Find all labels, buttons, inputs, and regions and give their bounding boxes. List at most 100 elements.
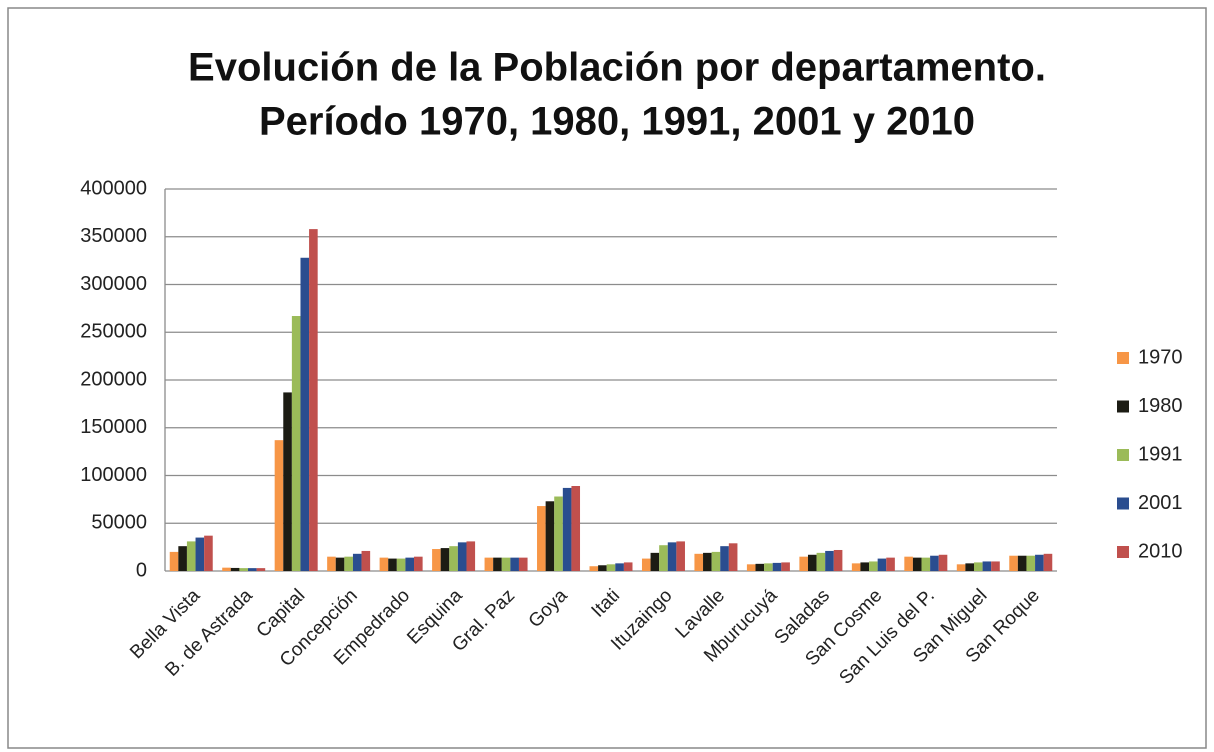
bar xyxy=(956,564,966,571)
legend-label: 2010 xyxy=(1138,540,1183,562)
bar xyxy=(396,558,406,571)
bar xyxy=(274,440,284,571)
bar xyxy=(938,554,948,571)
chart-title: Período 1970, 1980, 1991, 2001 y 2010 xyxy=(259,100,975,144)
bar xyxy=(807,554,817,571)
bar xyxy=(1009,555,1018,571)
bar xyxy=(545,501,555,571)
y-tick-label: 350000 xyxy=(80,225,147,247)
bar xyxy=(746,564,756,571)
bar xyxy=(1043,553,1053,571)
bar xyxy=(204,535,213,571)
bar xyxy=(361,550,371,571)
y-tick-label: 0 xyxy=(136,559,147,581)
bar xyxy=(755,563,765,571)
bar xyxy=(1035,554,1044,571)
bar xyxy=(720,546,729,571)
bar xyxy=(598,565,607,571)
legend-label: 1970 xyxy=(1138,346,1183,368)
bar xyxy=(222,567,231,571)
bar xyxy=(335,557,345,571)
bar xyxy=(414,556,423,571)
bar xyxy=(860,562,870,571)
bar xyxy=(851,563,861,571)
bar xyxy=(641,558,651,571)
bar xyxy=(623,562,633,571)
bar xyxy=(781,562,790,571)
bar xyxy=(432,549,441,571)
bar xyxy=(256,568,266,571)
bar xyxy=(327,556,336,571)
bar xyxy=(1026,555,1036,571)
bar xyxy=(344,556,353,571)
bar xyxy=(676,541,685,571)
y-tick-label: 200000 xyxy=(80,368,147,390)
legend-swatch xyxy=(1117,497,1129,510)
bar xyxy=(1017,555,1027,571)
bar xyxy=(169,551,179,571)
chart-frame xyxy=(7,7,1207,749)
bar xyxy=(178,546,187,571)
bar xyxy=(728,543,738,571)
bar xyxy=(493,557,502,571)
legend-swatch xyxy=(1117,449,1129,461)
bar xyxy=(484,557,494,571)
bar xyxy=(650,552,660,571)
bar xyxy=(457,542,467,571)
bar xyxy=(195,537,205,571)
bar xyxy=(554,496,563,571)
y-tick-label: 100000 xyxy=(80,464,147,486)
bar xyxy=(912,557,922,571)
legend-swatch xyxy=(1117,400,1129,413)
bar xyxy=(877,558,887,571)
bar xyxy=(466,541,476,571)
y-tick-label: 300000 xyxy=(80,273,147,295)
bar xyxy=(388,558,397,571)
bar xyxy=(379,557,389,571)
legend-label: 1980 xyxy=(1138,395,1183,417)
legend-swatch xyxy=(1117,546,1129,558)
bar xyxy=(869,561,878,571)
bar xyxy=(694,553,704,571)
y-tick-label: 250000 xyxy=(80,321,147,343)
bar xyxy=(799,556,808,571)
bar xyxy=(510,557,519,571)
bar xyxy=(230,567,240,571)
bar xyxy=(816,552,826,571)
bar xyxy=(186,541,196,571)
bar xyxy=(825,550,834,571)
bar xyxy=(965,563,974,571)
chart-title: Evolución de la Población por departamen… xyxy=(188,46,1046,90)
bar xyxy=(886,557,895,571)
bar xyxy=(501,557,511,571)
bar xyxy=(973,562,983,571)
bar xyxy=(571,486,581,571)
bar xyxy=(239,568,249,571)
y-tick-label: 50000 xyxy=(91,512,147,534)
bar xyxy=(833,549,843,571)
bar xyxy=(982,561,992,571)
bar xyxy=(711,551,721,571)
bar xyxy=(537,506,546,571)
bar xyxy=(291,316,301,571)
y-tick-label: 150000 xyxy=(80,416,147,438)
bar xyxy=(703,552,712,571)
bar xyxy=(300,257,310,571)
bar xyxy=(904,556,913,571)
bar xyxy=(309,229,318,572)
bar xyxy=(562,487,572,571)
bar xyxy=(405,557,415,571)
bar xyxy=(615,563,624,571)
bar xyxy=(283,392,292,571)
y-tick-label: 400000 xyxy=(80,177,147,199)
bar xyxy=(921,557,931,571)
bar xyxy=(991,561,1000,571)
legend-label: 2001 xyxy=(1138,492,1183,514)
legend-label: 1991 xyxy=(1138,443,1183,465)
bar xyxy=(930,555,939,571)
legend-swatch xyxy=(1117,352,1129,364)
bar xyxy=(659,545,668,571)
bar xyxy=(449,546,458,571)
bar xyxy=(518,557,528,571)
